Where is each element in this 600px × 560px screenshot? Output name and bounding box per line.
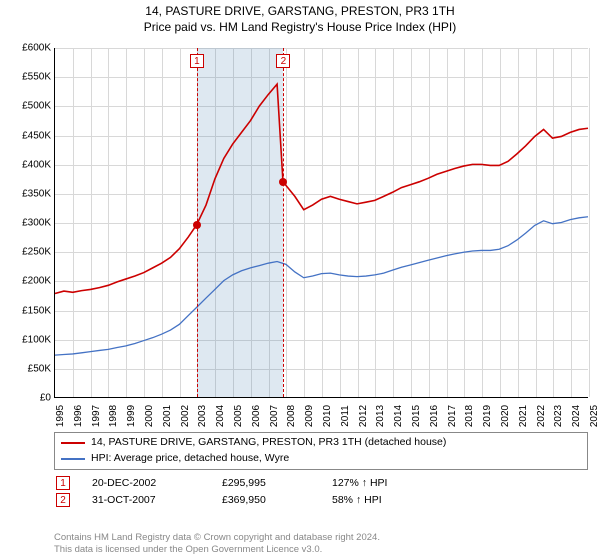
event-box-2: 2: [276, 54, 290, 68]
x-axis-label: 2011: [340, 405, 351, 427]
y-axis-label: £450K: [5, 130, 51, 141]
event-price-2: £369,950: [222, 494, 332, 506]
series-property: [55, 84, 588, 293]
x-axis-label: 2024: [571, 405, 582, 427]
series-hpi: [55, 217, 588, 355]
x-axis-label: 2021: [518, 405, 529, 427]
chart-title-line2: Price paid vs. HM Land Registry's House …: [0, 20, 600, 36]
arrow-up-icon: ↑: [362, 477, 367, 489]
event-row-box-1: 1: [56, 476, 70, 490]
x-axis-label: 2008: [286, 405, 297, 427]
x-axis-label: 2007: [269, 405, 280, 427]
legend-row-hpi: HPI: Average price, detached house, Wyre: [61, 451, 581, 467]
event-pct-1: 127% ↑ HPI: [332, 477, 452, 489]
y-axis-label: £0: [5, 393, 51, 404]
legend-box: 14, PASTURE DRIVE, GARSTANG, PRESTON, PR…: [54, 432, 588, 470]
x-axis-label: 2000: [144, 405, 155, 427]
x-axis-label: 2006: [251, 405, 262, 427]
chart-lines-svg: [55, 48, 588, 397]
legend-and-events: 14, PASTURE DRIVE, GARSTANG, PRESTON, PR…: [54, 432, 588, 510]
x-axis-label: 2012: [358, 405, 369, 427]
event-marker-1: [193, 221, 201, 229]
event-row-box-2: 2: [56, 493, 70, 507]
x-axis-label: 2017: [447, 405, 458, 427]
x-axis-label: 1999: [126, 405, 137, 427]
legend-label-hpi: HPI: Average price, detached house, Wyre: [91, 451, 289, 467]
event-row-1: 1 20-DEC-2002£295,995127% ↑ HPI: [56, 476, 588, 490]
attribution-line2: This data is licensed under the Open Gov…: [54, 544, 380, 556]
x-axis-label: 1995: [55, 405, 66, 427]
event-price-1: £295,995: [222, 477, 332, 489]
x-axis-label: 2009: [304, 405, 315, 427]
gridline-v: [589, 48, 590, 397]
event-vline-2: [283, 48, 284, 397]
x-axis-label: 2002: [180, 405, 191, 427]
event-marker-2: [279, 178, 287, 186]
y-axis-label: £350K: [5, 188, 51, 199]
y-axis-label: £150K: [5, 305, 51, 316]
attribution: Contains HM Land Registry data © Crown c…: [54, 532, 380, 556]
x-axis-label: 2025: [589, 405, 600, 427]
legend-swatch-property: [61, 442, 85, 444]
y-axis-label: £550K: [5, 72, 51, 83]
x-axis-label: 2003: [197, 405, 208, 427]
event-date-1: 20-DEC-2002: [92, 477, 222, 489]
y-axis-label: £500K: [5, 101, 51, 112]
y-axis-label: £50K: [5, 363, 51, 374]
legend-row-property: 14, PASTURE DRIVE, GARSTANG, PRESTON, PR…: [61, 435, 581, 451]
chart-title-line1: 14, PASTURE DRIVE, GARSTANG, PRESTON, PR…: [0, 4, 600, 20]
event-annotations: 1 20-DEC-2002£295,995127% ↑ HPI 2 31-OCT-20…: [54, 476, 588, 507]
x-axis-label: 2019: [482, 405, 493, 427]
attribution-line1: Contains HM Land Registry data © Crown c…: [54, 532, 380, 544]
y-axis-label: £600K: [5, 43, 51, 54]
y-axis-label: £300K: [5, 218, 51, 229]
x-axis-label: 2004: [215, 405, 226, 427]
x-axis-label: 2023: [553, 405, 564, 427]
event-pct-2: 58% ↑ HPI: [332, 494, 452, 506]
chart-plot-area: £0£50K£100K£150K£200K£250K£300K£350K£400…: [54, 48, 588, 398]
y-axis-label: £250K: [5, 247, 51, 258]
y-axis-label: £200K: [5, 276, 51, 287]
x-axis-label: 2020: [500, 405, 511, 427]
x-axis-label: 2022: [536, 405, 547, 427]
arrow-up-icon: ↑: [356, 494, 361, 506]
x-axis-label: 1996: [73, 405, 84, 427]
x-axis-label: 2013: [375, 405, 386, 427]
legend-swatch-hpi: [61, 458, 85, 460]
x-axis-label: 1998: [108, 405, 119, 427]
x-axis-label: 2018: [464, 405, 475, 427]
event-date-2: 31-OCT-2007: [92, 494, 222, 506]
x-axis-label: 2015: [411, 405, 422, 427]
x-axis-label: 2010: [322, 405, 333, 427]
legend-label-property: 14, PASTURE DRIVE, GARSTANG, PRESTON, PR…: [91, 435, 446, 451]
x-axis-label: 2014: [393, 405, 404, 427]
event-box-1: 1: [190, 54, 204, 68]
x-axis-label: 1997: [91, 405, 102, 427]
event-row-2: 2 31-OCT-2007£369,95058% ↑ HPI: [56, 493, 588, 507]
y-axis-label: £400K: [5, 159, 51, 170]
x-axis-label: 2005: [233, 405, 244, 427]
y-axis-label: £100K: [5, 334, 51, 345]
x-axis-label: 2016: [429, 405, 440, 427]
x-axis-label: 2001: [162, 405, 173, 427]
